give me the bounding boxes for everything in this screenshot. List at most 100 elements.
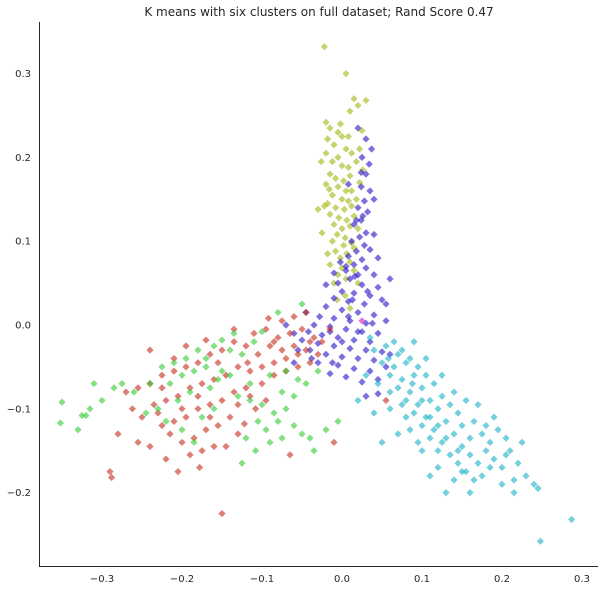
data-point <box>230 329 238 337</box>
data-point <box>158 363 166 371</box>
data-point <box>246 367 254 375</box>
data-point <box>370 271 378 279</box>
data-point <box>422 413 430 421</box>
data-point <box>478 430 486 438</box>
data-point <box>502 451 510 459</box>
data-point <box>218 336 226 344</box>
data-point <box>170 417 178 425</box>
data-point <box>330 269 338 277</box>
data-point <box>298 336 306 344</box>
data-point <box>382 317 390 325</box>
data-point <box>270 338 278 346</box>
data-point <box>238 350 246 358</box>
data-point <box>346 275 354 283</box>
data-point <box>108 473 116 482</box>
data-point <box>434 463 442 472</box>
data-point <box>390 338 398 346</box>
data-point <box>333 296 341 304</box>
data-point <box>352 157 360 166</box>
data-point <box>370 356 378 364</box>
data-point <box>328 359 336 367</box>
data-point <box>454 447 462 455</box>
data-point <box>262 426 270 434</box>
data-point <box>348 149 356 157</box>
data-point <box>270 409 278 417</box>
data-point <box>343 250 351 258</box>
data-point <box>498 480 506 488</box>
data-point <box>394 350 402 358</box>
data-point <box>182 354 190 363</box>
y-tick-label: −0.1 <box>7 404 31 415</box>
data-point <box>330 141 338 149</box>
data-point <box>364 287 372 296</box>
data-point <box>242 384 250 392</box>
data-point <box>514 459 522 467</box>
data-point <box>222 371 230 379</box>
data-point <box>442 489 450 497</box>
x-tick-labels: −0.3 −0.2 −0.1 0.0 0.1 0.2 0.3 <box>90 574 590 585</box>
data-point <box>234 401 242 409</box>
data-point <box>78 411 86 420</box>
data-point <box>346 107 354 115</box>
data-point <box>414 438 422 446</box>
y-tick-label: 0.0 <box>15 321 31 332</box>
data-point <box>350 289 358 297</box>
data-point <box>198 413 206 421</box>
data-point <box>498 463 506 472</box>
data-point <box>358 378 366 386</box>
data-point <box>302 308 310 317</box>
data-point <box>326 370 334 378</box>
data-point <box>333 230 341 239</box>
data-point <box>128 405 136 413</box>
data-point <box>320 202 328 210</box>
data-point <box>450 430 458 438</box>
data-point <box>365 160 373 168</box>
data-point <box>362 96 370 105</box>
data-point <box>486 463 494 472</box>
data-point <box>186 388 194 396</box>
data-point <box>368 319 376 327</box>
data-point <box>310 321 318 329</box>
data-point <box>482 447 490 455</box>
y-tick-label: 0.3 <box>15 69 31 80</box>
data-point <box>408 380 416 388</box>
data-point <box>454 409 462 417</box>
data-point <box>154 409 162 417</box>
data-point <box>382 342 390 350</box>
data-point <box>338 338 346 346</box>
data-point <box>352 247 360 255</box>
data-point <box>246 392 254 400</box>
data-point <box>290 342 298 350</box>
data-point <box>466 451 474 459</box>
data-point <box>190 438 198 446</box>
data-point <box>298 430 306 438</box>
data-point <box>446 401 454 409</box>
data-point <box>114 430 122 438</box>
data-point <box>366 245 374 254</box>
x-tick-label: −0.2 <box>170 574 194 585</box>
data-point <box>322 118 330 126</box>
data-point <box>382 363 390 371</box>
data-point <box>196 463 204 472</box>
data-point <box>342 325 350 333</box>
data-point <box>344 297 352 306</box>
data-point <box>357 183 365 191</box>
data-point <box>364 208 372 216</box>
data-point <box>358 153 366 161</box>
data-point <box>478 472 486 480</box>
data-point <box>130 388 138 396</box>
data-point <box>246 396 254 405</box>
data-point <box>258 363 266 371</box>
data-point <box>414 401 422 409</box>
data-point <box>294 375 302 384</box>
data-point <box>450 476 458 484</box>
data-point <box>314 205 322 213</box>
data-point <box>202 354 210 363</box>
data-point <box>370 311 378 319</box>
data-point <box>274 417 282 425</box>
data-point <box>354 354 362 363</box>
data-point <box>314 367 322 375</box>
data-point <box>246 380 254 388</box>
data-point <box>324 135 332 143</box>
data-point <box>286 451 294 459</box>
